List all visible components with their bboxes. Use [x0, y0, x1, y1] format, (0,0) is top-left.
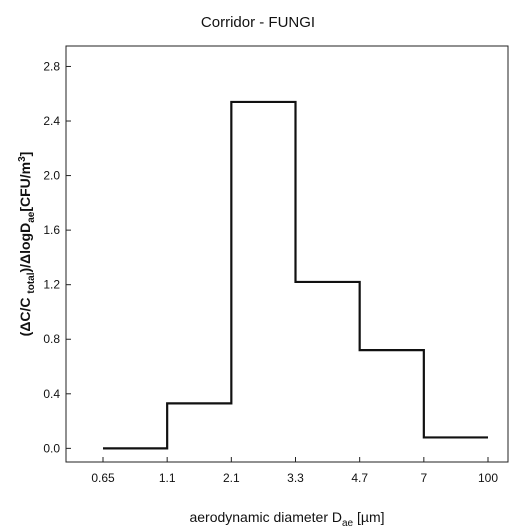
x-axis-label: aerodynamic diameter Dae [µm]: [189, 509, 384, 529]
x-tick-label: 1.1: [159, 471, 176, 485]
y-tick-label: 2.4: [43, 114, 60, 128]
y-tick-label: 0.0: [43, 441, 60, 455]
x-tick-label: 0.65: [91, 471, 115, 485]
x-tick-label: 2.1: [223, 471, 240, 485]
y-tick-label: 1.6: [43, 223, 60, 237]
y-tick-label: 1.2: [43, 278, 60, 292]
y-tick-label: 2.8: [43, 59, 60, 73]
histogram-step-line: [103, 100, 488, 450]
x-tick-label: 4.7: [351, 471, 368, 485]
y-tick-label: 2.0: [43, 169, 60, 183]
chart-title: Corridor - FUNGI: [200, 14, 316, 31]
x-tick-label: 7: [420, 471, 427, 485]
y-tick-label: 0.4: [43, 387, 60, 401]
plot-frame: [65, 45, 509, 463]
x-tick-label: 100: [478, 471, 498, 485]
y-tick-label: 0.8: [43, 332, 60, 346]
y-axis-label: (ΔC/C total)/ΔlogDae[CFU/m3]: [17, 152, 37, 337]
x-tick-label: 3.3: [287, 471, 304, 485]
